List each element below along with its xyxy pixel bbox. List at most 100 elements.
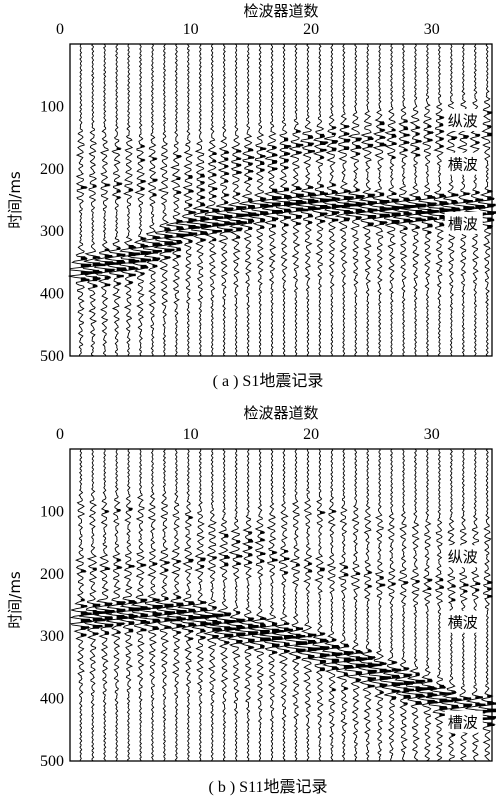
panel-b-xtick-3: 30	[424, 426, 440, 443]
panel-a-trace-8	[153, 43, 178, 357]
panel-b-wave-label-bg-1	[444, 610, 483, 633]
panel-a-trace-23	[331, 43, 358, 357]
panel-b-trace-15	[235, 448, 259, 762]
panel-a-trace-fill-16	[260, 147, 273, 229]
panel-a-trace-fill-5	[128, 188, 140, 284]
panel-a-yticks: 100 200 300 400 500	[40, 98, 64, 365]
panel-a-trace-fill-21	[319, 133, 333, 223]
panel-b-trace-19	[283, 448, 308, 762]
panel-a-trace-fill-18	[284, 137, 298, 227]
panel-a-trace-fill-22	[331, 126, 345, 222]
panel-b-trace-14	[224, 448, 247, 762]
panel-b-wave-label-1: 横波	[448, 614, 478, 632]
panel-a-trace-fill-7	[152, 157, 162, 268]
panel-b-trace-34	[464, 448, 490, 762]
panel-a-trace-25	[355, 43, 379, 357]
panel-a-wave-label-2: 槽波	[448, 215, 478, 233]
panel-b-trace-fill-10	[188, 516, 201, 640]
panel-a-trace-31	[425, 43, 452, 357]
panel-a-trace-6	[127, 44, 152, 357]
panel-a-trace-fill-13	[224, 151, 236, 233]
panel-b-wave-label-2: 槽波	[448, 714, 478, 732]
panel-a-trace-fill-23	[343, 125, 357, 222]
panel-a-ytick-0: 100	[40, 98, 64, 115]
panel-b-wave-label-bg-0	[444, 545, 483, 568]
panel-a-trace-4	[104, 43, 128, 357]
panel-b-trace-fill-1	[80, 570, 92, 637]
panel-b-trace-29	[401, 448, 430, 762]
panel-a-trace-9	[165, 43, 189, 357]
panel-b-trace-fill-5	[128, 507, 141, 633]
panel-b-trace-fill-28	[403, 581, 415, 705]
panel-a-ytick-4: 500	[40, 348, 64, 365]
panel-b-ytick-2: 300	[40, 628, 64, 645]
panel-b-trace-fill-11	[200, 557, 213, 639]
panel-a-trace-18	[272, 43, 298, 357]
panel-b-trace-11	[187, 448, 213, 762]
panel-a-trace-2	[81, 43, 106, 357]
panel-a-trace-32	[439, 43, 464, 357]
panel-b-trace-fill-20	[307, 562, 321, 659]
panel-a-wave-label-1: 横波	[448, 156, 478, 174]
panel-a-ylabel: 时间/ms	[6, 171, 24, 229]
panel-b-frame	[69, 448, 493, 762]
panel-a-trace-7	[142, 43, 164, 357]
panel-a-plot-area	[70, 44, 492, 356]
panel-b-ytick-4: 500	[40, 753, 64, 770]
panel-a-trace-5	[119, 43, 141, 357]
panel-a-caption: ( a ) S1地震记录	[213, 372, 324, 390]
panel-b-caption: ( b ) S11地震记录	[209, 778, 328, 796]
panel-a-trace-fill-15	[248, 148, 260, 230]
panel-a-wave-label-bg-1	[444, 152, 483, 175]
panel-b-trace-fill-24	[355, 572, 370, 683]
panel-a: 检波器道数 0 10 20 30 100 200 300 400 500 时间/ms 纵波横波…	[6, 2, 496, 390]
panel-a-xtick-2: 20	[303, 21, 319, 38]
panel-a-trace-fill-11	[200, 173, 212, 242]
panel-a-trace-fill-8	[164, 227, 176, 259]
panel-b-xtick-1: 10	[183, 426, 199, 443]
panel-a-trace-1	[68, 43, 93, 357]
panel-b-trace-fill-9	[176, 560, 187, 634]
panel-a-trace-fill-19	[295, 130, 308, 225]
panel-b-trace-fill-4	[116, 509, 128, 634]
panel-b-trace-fill-18	[284, 550, 297, 653]
panel-b-ytick-3: 400	[40, 691, 64, 708]
panel-a-trace-11	[186, 43, 212, 357]
panel-a-trace-fill-30	[427, 125, 439, 234]
panel-b-trace-24	[343, 448, 371, 762]
panel-b-xtick-0: 0	[56, 426, 64, 443]
panel-a-trace-fill-2	[92, 185, 106, 288]
panel-b-traces	[69, 448, 496, 762]
panel-a-trace-fill-35	[487, 111, 496, 229]
panel-a-trace-fill-17	[272, 146, 283, 228]
panel-b-trace-16	[249, 448, 273, 762]
panel-a-trace-3	[94, 43, 118, 357]
panel-a-xtick-0: 0	[56, 21, 64, 38]
panel-a-ytick-1: 200	[40, 161, 64, 178]
panel-a-trace-12	[200, 43, 225, 357]
panel-b-trace-28	[392, 448, 416, 762]
panel-a-trace-fill-10	[188, 175, 200, 243]
panel-b-trace-20	[293, 448, 321, 762]
panel-b-trace-33	[449, 448, 477, 762]
panel-a-traces	[68, 43, 496, 357]
panel-a-trace-fill-20	[307, 135, 321, 224]
panel-a-xtick-1: 10	[183, 21, 199, 38]
panel-b-trace-fill-31	[439, 578, 453, 716]
panel-b-trace-fill-17	[272, 551, 284, 654]
panel-a-xticks: 0 10 20 30	[56, 21, 440, 38]
panel-b-trace-4	[105, 448, 129, 762]
panel-a-ytick-2: 300	[40, 223, 64, 240]
panel-b-wave-label-0: 纵波	[448, 548, 478, 566]
panel-b-trace-fill-22	[331, 510, 343, 692]
panel-a-trace-fill-29	[415, 126, 429, 229]
panel-b-trace-fill-30	[427, 578, 438, 704]
panel-a-wave-label-bg-0	[444, 109, 483, 131]
panel-a-trace-fill-1	[80, 186, 93, 282]
panel-b-trace-fill-13	[224, 533, 236, 644]
panel-b-trace-fill-19	[295, 563, 308, 659]
panel-a-trace-19	[285, 44, 309, 357]
panel-b-trace-18	[271, 448, 298, 762]
